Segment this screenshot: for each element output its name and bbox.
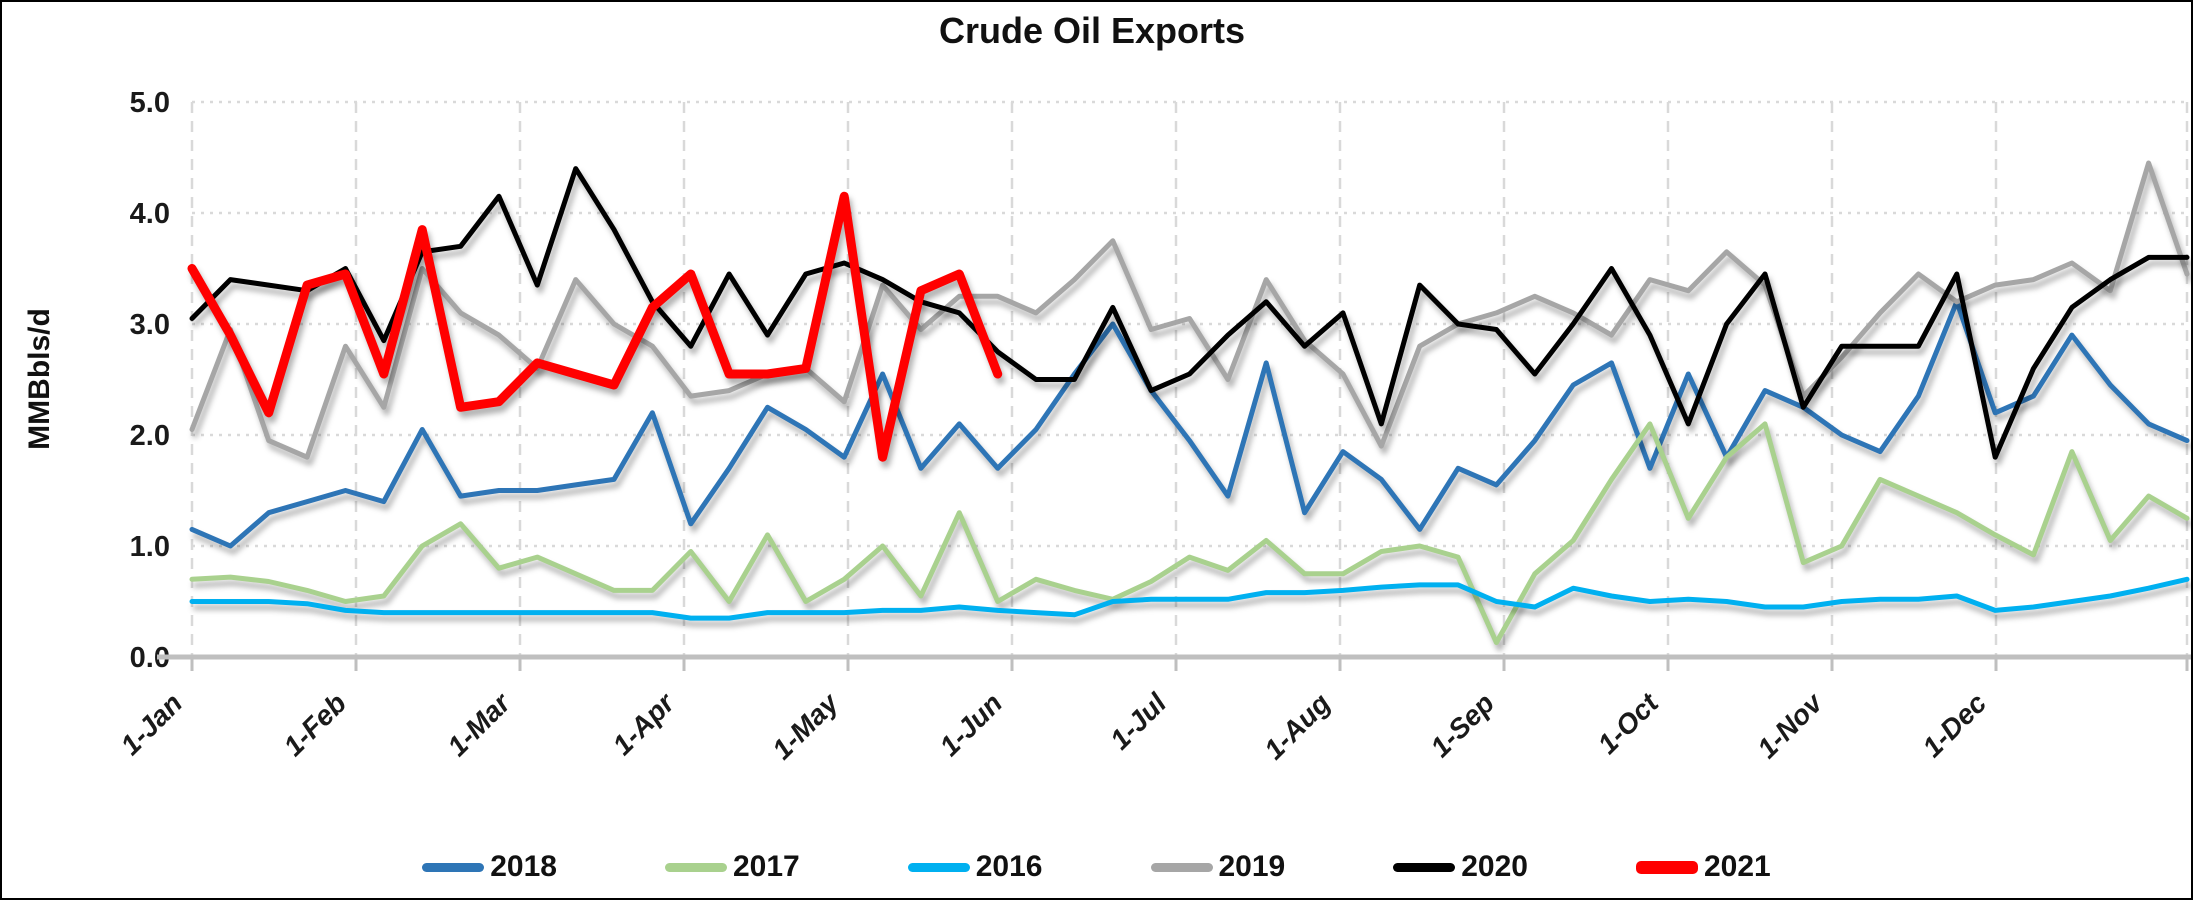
x-tick-label: 1-Apr [607, 686, 682, 761]
y-tick-label: 3.0 [130, 309, 170, 341]
series-line-2020 [189, 166, 2190, 460]
legend-swatch-2019 [1150, 862, 1213, 872]
legend-swatch-2017 [665, 862, 727, 872]
legend-swatch-2021 [1636, 860, 1698, 874]
series-line-2016 [189, 576, 2190, 621]
legend-swatch-2016 [907, 862, 970, 872]
legend-item-2019[interactable]: 2019 [1150, 850, 1286, 884]
legend-item-2021[interactable]: 2021 [1636, 850, 1771, 884]
legend: 2018 2017 2016 2019 2020 2021 [2, 850, 2191, 884]
x-tick-label: 1-Mar [441, 686, 517, 762]
y-tick-label: 1.0 [130, 531, 170, 563]
x-tick-label: 1-Jun [934, 687, 1009, 762]
y-tick-label: 5.0 [130, 87, 170, 119]
x-tick-label: 1-Dec [1916, 687, 1992, 763]
legend-item-2017[interactable]: 2017 [665, 850, 800, 884]
y-tick-label: 2.0 [130, 420, 170, 452]
x-tick-label: 1-Aug [1258, 687, 1336, 765]
legend-label-2018: 2018 [490, 850, 557, 883]
legend-swatch-2018 [422, 862, 485, 872]
x-tick-label: 1-Nov [1751, 686, 1829, 764]
legend-label-2019: 2019 [1218, 850, 1286, 883]
y-tick-label: 4.0 [130, 198, 170, 230]
legend-label-2021: 2021 [1704, 850, 1771, 883]
legend-item-2016[interactable]: 2016 [907, 850, 1043, 884]
legend-label-2017: 2017 [733, 850, 800, 883]
x-tick-label: 1-Sep [1424, 687, 1500, 763]
legend-item-2020[interactable]: 2020 [1393, 850, 1528, 884]
x-tick-label: 1-Feb [278, 687, 353, 762]
series-line-2018 [189, 299, 2190, 549]
legend-item-2018[interactable]: 2018 [422, 850, 557, 884]
x-tick-label: 1-Oct [1592, 686, 1666, 760]
x-tick-label: 1-Jul [1104, 686, 1173, 755]
legend-label-2020: 2020 [1461, 850, 1528, 883]
series-line-2017 [189, 421, 2190, 646]
legend-swatch-2020 [1393, 862, 1456, 872]
series-line-2021 [187, 191, 1003, 462]
x-tick-label: 1-May [766, 686, 845, 765]
chart-title: Crude Oil Exports [938, 10, 1246, 51]
x-tick-label: 1-Jan [115, 687, 189, 761]
legend-label-2016: 2016 [975, 850, 1043, 883]
series-line-2019 [189, 160, 2190, 460]
